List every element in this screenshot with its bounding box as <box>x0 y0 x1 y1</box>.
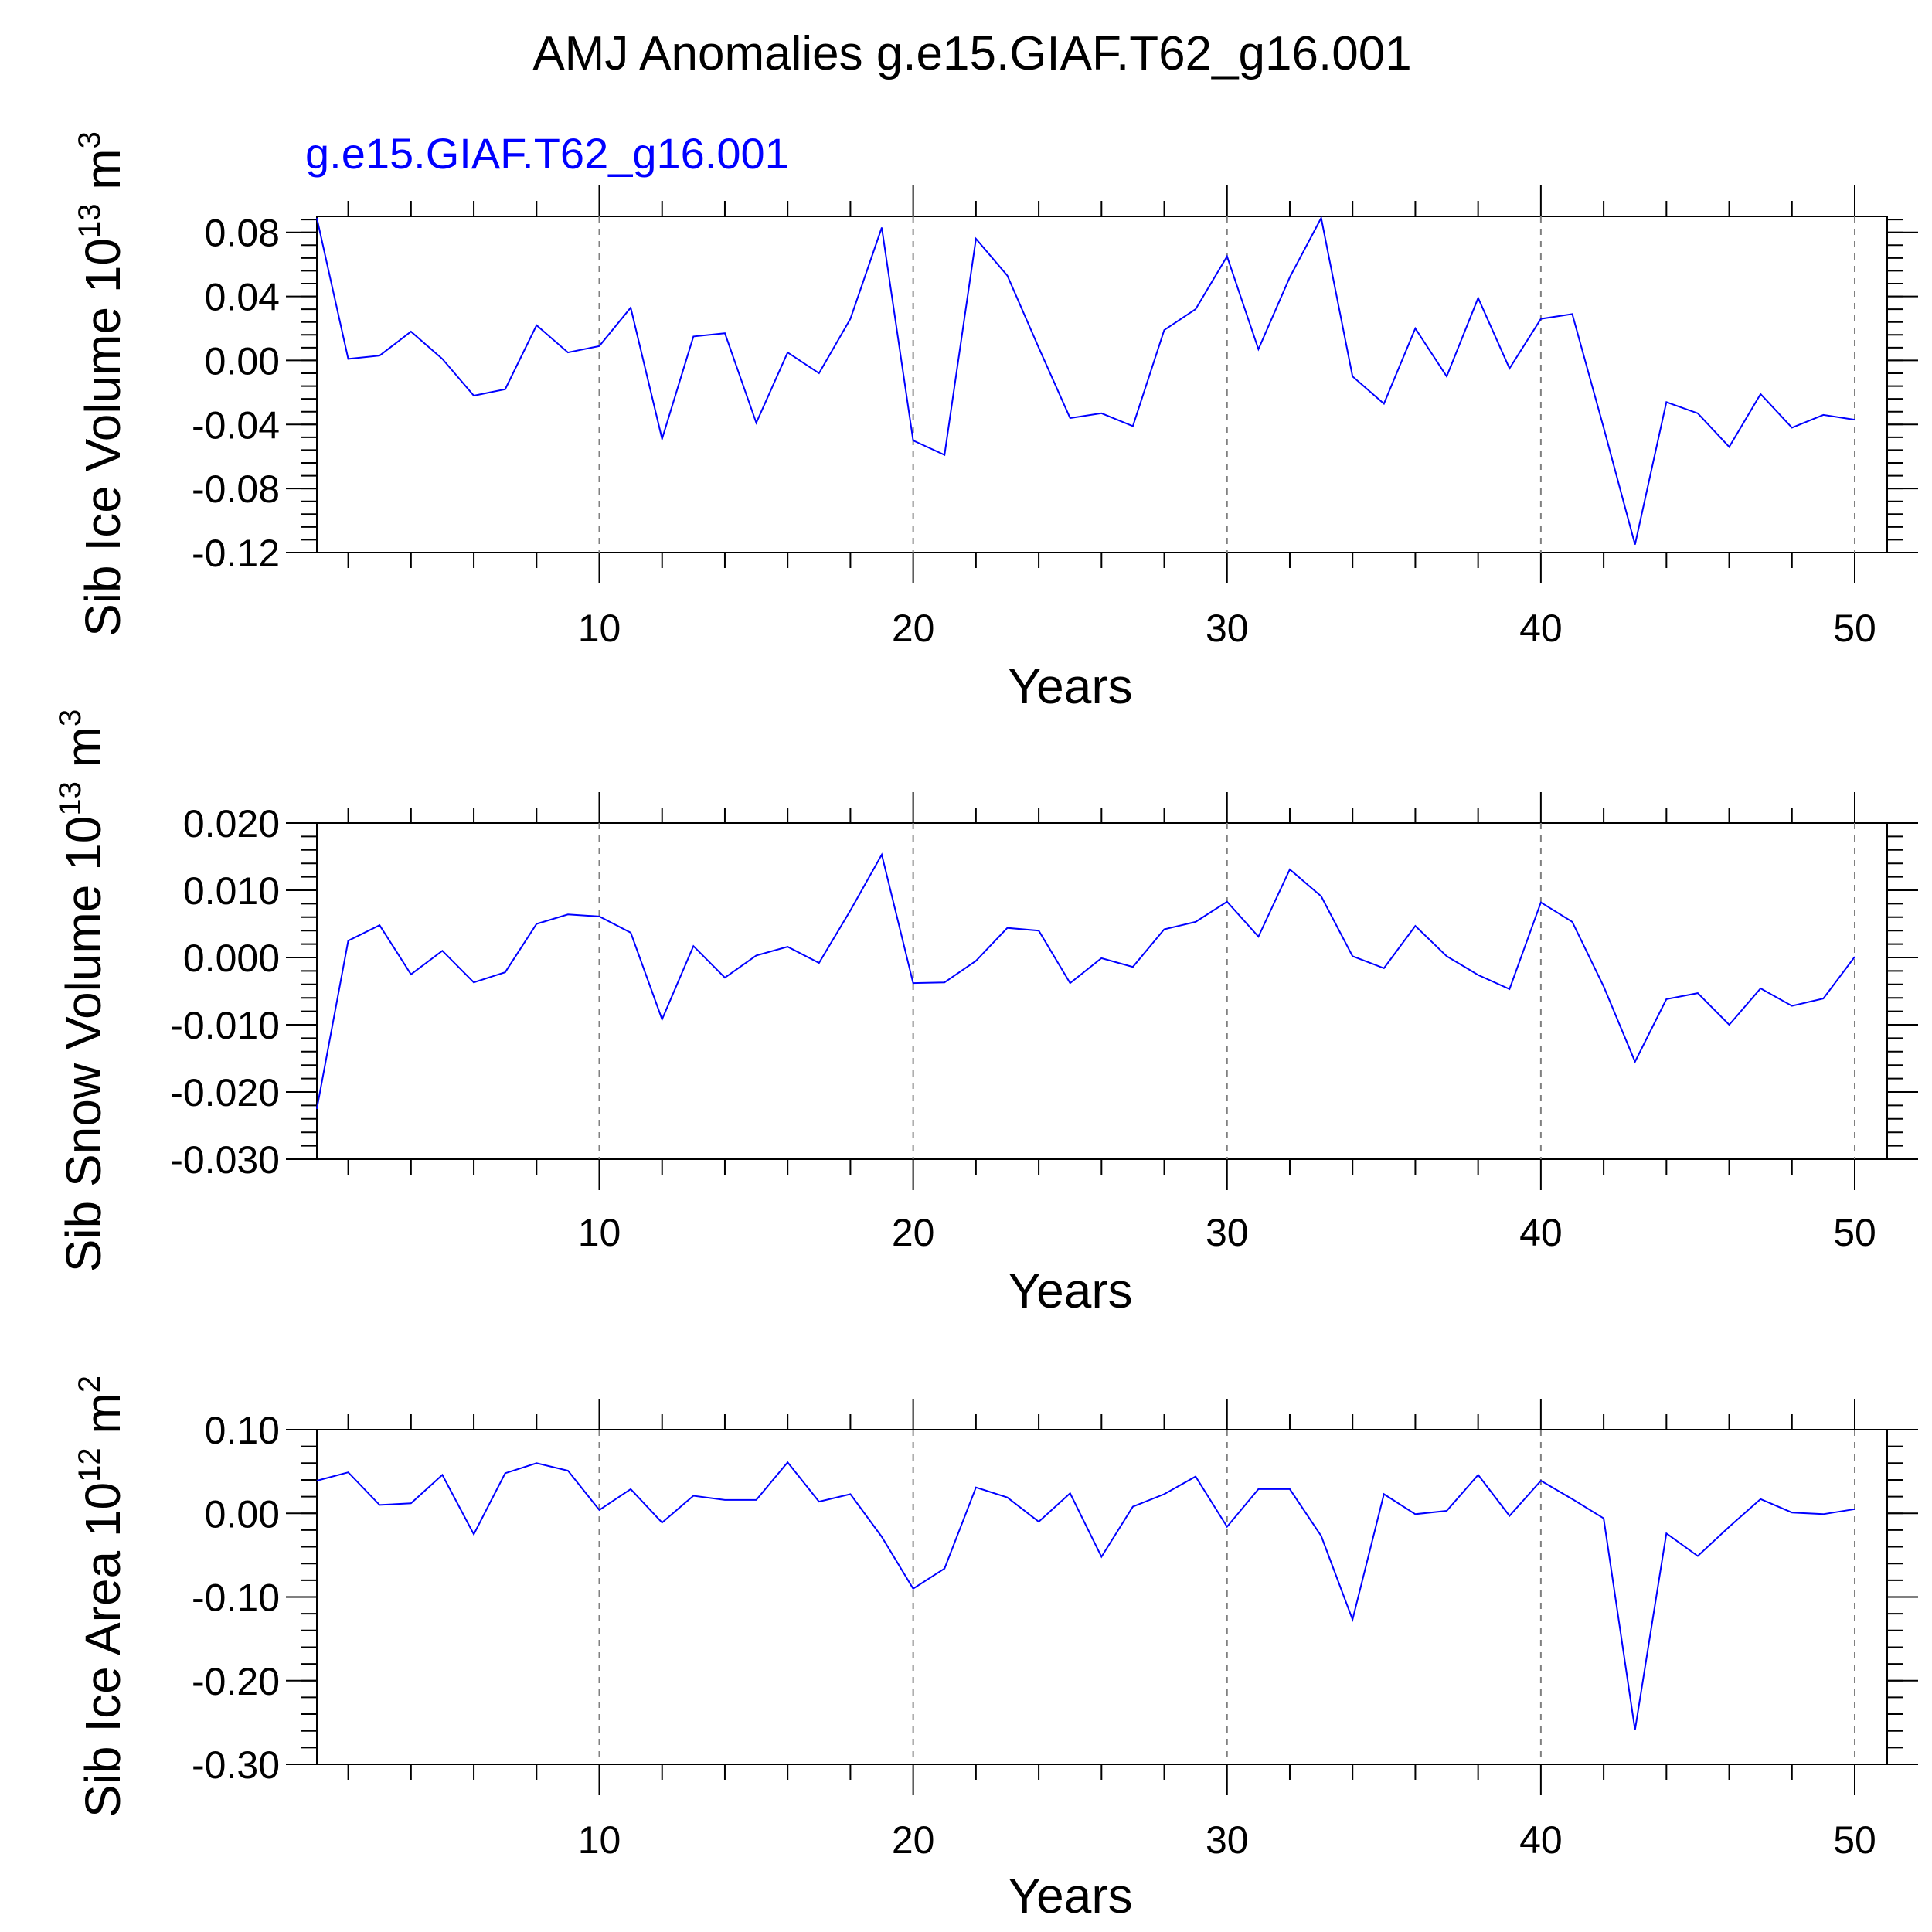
x-tick-label: 50 <box>1833 1818 1876 1862</box>
plot-frame <box>316 822 1888 1160</box>
y-tick-label: -0.04 <box>192 403 280 447</box>
y-axis-label: Sib Ice Volume 1013 m3 <box>73 131 131 637</box>
series-line <box>316 216 1855 545</box>
x-tick-label: 10 <box>578 1211 621 1254</box>
y-tick-label: 0.08 <box>205 212 280 255</box>
series-line <box>316 852 1855 1109</box>
x-tick-label: 20 <box>892 1211 935 1254</box>
y-axis-label-exp: 13 <box>53 781 87 816</box>
y-axis-label-exp: 13 <box>73 203 107 238</box>
figure-title: AMJ Anomalies g.e15.GIAF.T62_g16.001 <box>532 27 1411 80</box>
series-line <box>316 1461 1855 1730</box>
y-tick-label: -0.12 <box>192 532 280 575</box>
y-tick-label: -0.010 <box>170 1004 280 1047</box>
y-tick-label: -0.20 <box>192 1660 280 1703</box>
panel-ice-area: 10 20 30 40 50 0.10 0.00 -0.10 -0.20 -0.30 Years Si… <box>73 1376 1918 1923</box>
x-axis-label: Years <box>1008 1868 1132 1923</box>
x-tick-label: 50 <box>1833 1211 1876 1254</box>
y-axis-label-main: Sib Snow Volume 10 <box>56 816 111 1273</box>
plot-frame <box>316 1429 1888 1765</box>
y-axis-label-exp: 12 <box>73 1447 107 1482</box>
x-tick-label: 10 <box>578 607 621 650</box>
x-axis-label: Years <box>1008 658 1132 714</box>
y-axis-label-main: Sib Ice Volume 10 <box>75 238 131 637</box>
x-tick-label: 40 <box>1519 1211 1563 1254</box>
y-axis-label: Sib Ice Area 1012 m2 <box>73 1376 131 1818</box>
y-tick-label: 0.04 <box>205 276 280 319</box>
y-tick-label: 0.010 <box>183 869 280 913</box>
y-tick-label: -0.030 <box>170 1138 280 1182</box>
y-axis-label-unit-exp: 3 <box>53 709 87 726</box>
y-axis-label-main: Sib Ice Area 10 <box>75 1482 131 1818</box>
y-axis-label: Sib Snow Volume 1013 m3 <box>53 709 111 1272</box>
y-tick-label: -0.30 <box>192 1743 280 1787</box>
x-tick-label: 40 <box>1519 607 1563 650</box>
x-axis-label: Years <box>1008 1263 1132 1318</box>
x-tick-label: 10 <box>578 1818 621 1862</box>
x-tick-label: 30 <box>1206 607 1249 650</box>
x-tick-label: 30 <box>1206 1818 1249 1862</box>
y-tick-label: 0.10 <box>205 1409 280 1452</box>
y-tick-label: 0.00 <box>205 339 280 383</box>
x-tick-label: 40 <box>1519 1818 1563 1862</box>
x-tick-label: 20 <box>892 1818 935 1862</box>
y-axis-label-unit: m <box>75 1393 131 1447</box>
y-tick-label: -0.08 <box>192 468 280 511</box>
y-tick-label: -0.10 <box>192 1577 280 1620</box>
case-label: g.e15.GIAF.T62_g16.001 <box>305 129 789 178</box>
x-tick-label: 30 <box>1206 1211 1249 1254</box>
x-tick-label: 50 <box>1833 607 1876 650</box>
y-tick-label: 0.020 <box>183 802 280 845</box>
y-axis-label-unit: m <box>75 148 131 203</box>
x-tick-label: 20 <box>892 607 935 650</box>
y-tick-label: 0.00 <box>205 1492 280 1536</box>
panel-ice-volume: 10 20 30 40 50 0.08 0.04 0.00 -0.04 -0.08 -0.12 Yea… <box>73 131 1918 714</box>
y-tick-label: -0.020 <box>170 1071 280 1114</box>
panel-snow-volume: 10 20 30 40 50 0.020 0.010 0.000 -0.010 -0.020 -0.… <box>53 709 1918 1318</box>
y-tick-label: 0.000 <box>183 937 280 980</box>
y-axis-label-unit-exp: 3 <box>73 131 107 148</box>
y-axis-label-unit: m <box>56 726 111 781</box>
plot-frame <box>316 216 1888 553</box>
y-axis-label-unit-exp: 2 <box>73 1376 107 1393</box>
